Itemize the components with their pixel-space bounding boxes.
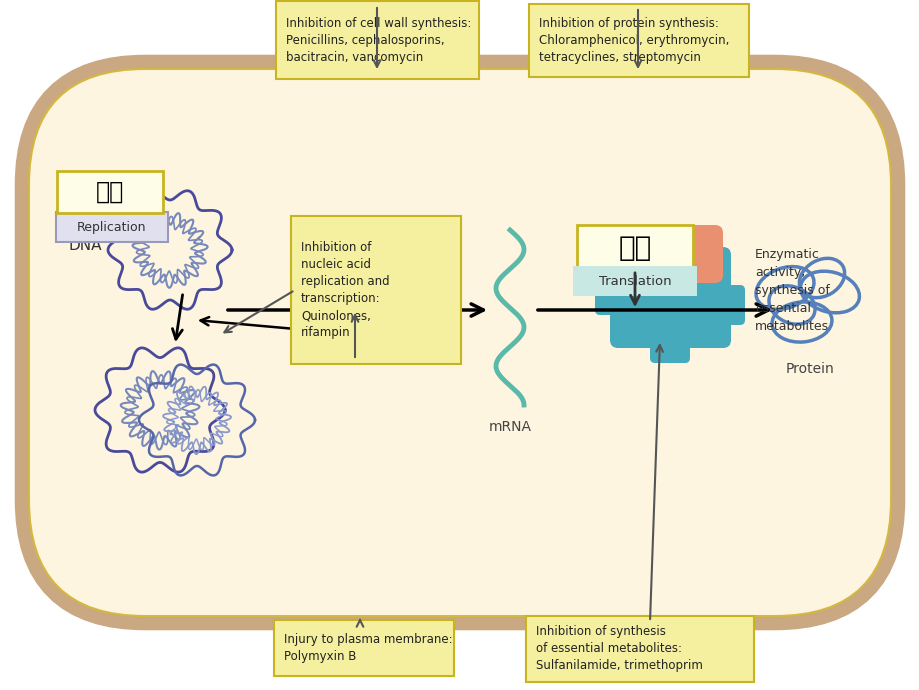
FancyBboxPatch shape	[30, 70, 889, 615]
FancyBboxPatch shape	[528, 4, 748, 77]
FancyBboxPatch shape	[30, 70, 889, 615]
FancyBboxPatch shape	[526, 616, 754, 682]
Text: Protein: Protein	[785, 362, 834, 376]
FancyBboxPatch shape	[609, 247, 731, 348]
FancyBboxPatch shape	[276, 1, 479, 79]
FancyBboxPatch shape	[621, 225, 722, 283]
Text: Replication: Replication	[77, 221, 147, 233]
FancyBboxPatch shape	[595, 275, 630, 315]
FancyBboxPatch shape	[57, 171, 163, 213]
FancyBboxPatch shape	[573, 266, 697, 296]
Text: Enzymatic
activity,
synthesis of
essential
metabolites: Enzymatic activity, synthesis of essenti…	[754, 248, 829, 333]
Text: Translation: Translation	[598, 275, 671, 288]
FancyBboxPatch shape	[274, 620, 453, 676]
Text: 复制: 复制	[96, 180, 124, 204]
FancyBboxPatch shape	[56, 212, 168, 242]
Text: mRNA: mRNA	[488, 420, 531, 434]
Text: 翻译: 翻译	[618, 234, 651, 262]
Text: Transcription: Transcription	[322, 275, 407, 288]
FancyBboxPatch shape	[302, 266, 426, 296]
FancyBboxPatch shape	[712, 285, 744, 325]
Text: Inhibition of
nucleic acid
replication and
transcription:
Quinolones,
rifampin: Inhibition of nucleic acid replication a…	[301, 241, 390, 339]
Text: Inhibition of protein synthesis:
Chloramphenicol, erythromycin,
tetracyclines, s: Inhibition of protein synthesis: Chloram…	[539, 17, 729, 64]
FancyBboxPatch shape	[650, 328, 689, 363]
Text: DNA: DNA	[68, 237, 102, 253]
Text: 转录: 转录	[348, 234, 381, 262]
Text: Injury to plasma membrane:
Polymyxin B: Injury to plasma membrane: Polymyxin B	[284, 633, 452, 663]
Text: Inhibition of synthesis
of essential metabolites:
Sulfanilamide, trimethoprim: Inhibition of synthesis of essential met…	[536, 626, 702, 673]
FancyBboxPatch shape	[576, 225, 692, 271]
FancyBboxPatch shape	[290, 216, 460, 364]
FancyBboxPatch shape	[307, 225, 423, 271]
Text: Inhibition of cell wall synthesis:
Penicillins, cephalosporins,
bacitracin, vanc: Inhibition of cell wall synthesis: Penic…	[286, 17, 471, 63]
FancyBboxPatch shape	[612, 250, 657, 290]
